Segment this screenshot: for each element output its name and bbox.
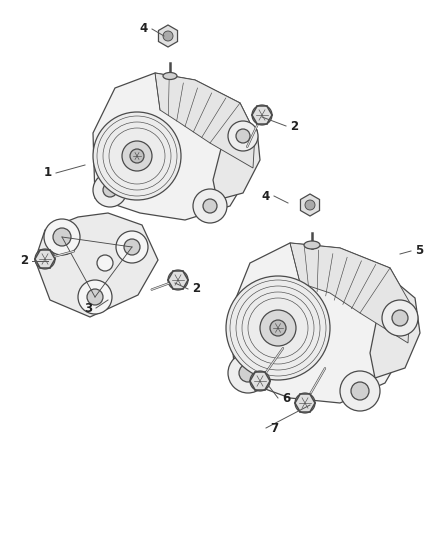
Circle shape [130, 149, 144, 163]
Circle shape [228, 121, 258, 151]
Circle shape [44, 219, 80, 255]
Circle shape [124, 239, 140, 255]
Text: 5: 5 [415, 245, 423, 257]
Polygon shape [300, 194, 320, 216]
Circle shape [250, 371, 270, 391]
Circle shape [382, 300, 418, 336]
Polygon shape [93, 73, 255, 220]
Circle shape [53, 228, 71, 246]
Circle shape [228, 353, 268, 393]
Polygon shape [370, 273, 420, 378]
Circle shape [340, 371, 380, 411]
Circle shape [35, 249, 55, 269]
Circle shape [122, 141, 152, 171]
Polygon shape [159, 25, 177, 47]
Text: 4: 4 [262, 190, 270, 203]
Circle shape [270, 320, 286, 336]
Polygon shape [35, 213, 158, 317]
Circle shape [305, 200, 315, 210]
Circle shape [168, 270, 188, 290]
Polygon shape [230, 243, 410, 403]
Circle shape [78, 280, 112, 314]
Circle shape [392, 310, 408, 326]
Circle shape [351, 382, 369, 400]
Circle shape [260, 310, 296, 346]
Ellipse shape [304, 241, 320, 249]
Circle shape [252, 105, 272, 125]
Circle shape [97, 255, 113, 271]
Circle shape [116, 231, 148, 263]
Circle shape [295, 393, 315, 413]
Polygon shape [155, 73, 255, 168]
Circle shape [93, 173, 127, 207]
Circle shape [226, 276, 330, 380]
Text: 6: 6 [282, 392, 290, 405]
Text: 7: 7 [270, 422, 278, 434]
Text: 2: 2 [290, 119, 298, 133]
Text: 1: 1 [44, 166, 52, 180]
Text: 2: 2 [20, 254, 28, 268]
Circle shape [193, 189, 227, 223]
Polygon shape [213, 106, 260, 200]
Circle shape [87, 289, 103, 305]
Circle shape [163, 31, 173, 41]
Polygon shape [290, 243, 410, 343]
Text: 4: 4 [140, 22, 148, 36]
Circle shape [236, 129, 250, 143]
Text: 2: 2 [192, 282, 200, 295]
Circle shape [103, 183, 117, 197]
Ellipse shape [163, 72, 177, 79]
Circle shape [93, 112, 181, 200]
Text: 3: 3 [84, 302, 92, 314]
Circle shape [239, 364, 257, 382]
Circle shape [203, 199, 217, 213]
